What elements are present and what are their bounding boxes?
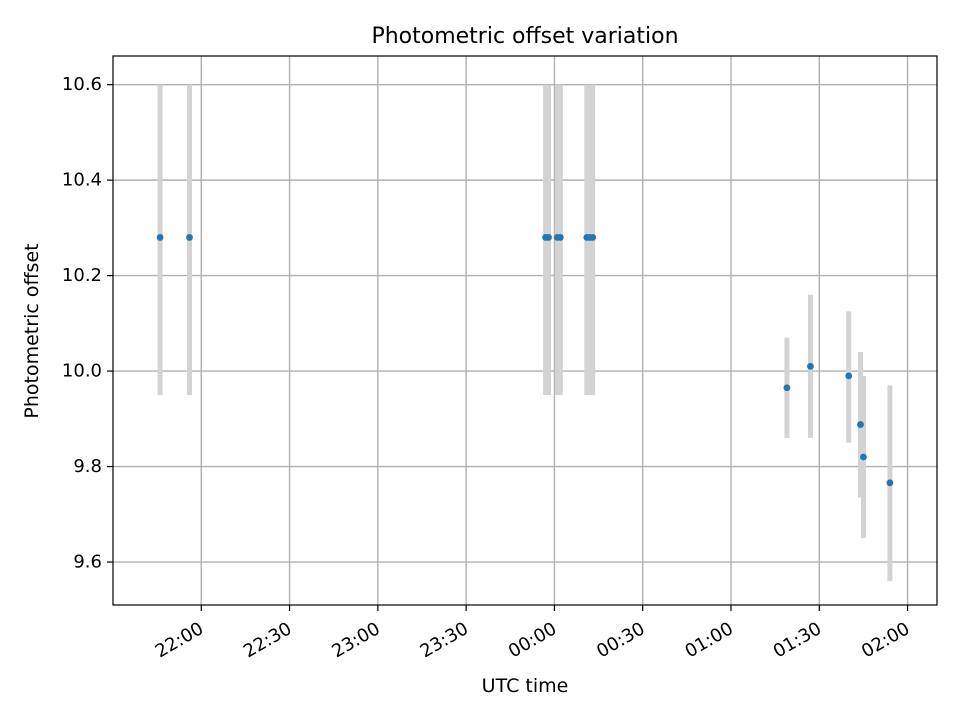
data-point <box>156 234 164 241</box>
plot-frame <box>112 55 938 606</box>
x-axis-title: UTC time <box>482 675 569 697</box>
data-point <box>807 362 814 370</box>
data-point <box>556 234 564 241</box>
data-point <box>886 479 894 487</box>
data-point <box>860 453 867 461</box>
data-point <box>783 384 791 392</box>
y-tick-label: 10.2 <box>62 265 102 286</box>
y-tick-label: 10.0 <box>62 361 102 382</box>
data-point <box>589 234 597 241</box>
marker-layer <box>156 234 894 487</box>
data-point <box>857 421 864 428</box>
grid-layer <box>113 56 937 605</box>
data-point <box>186 234 193 241</box>
y-tick-label: 9.8 <box>73 456 102 477</box>
data-point <box>545 234 552 241</box>
y-tick-label: 9.6 <box>73 552 102 573</box>
chart-title: Photometric offset variation <box>371 24 678 49</box>
data-point <box>845 372 853 380</box>
y-tick-label: 10.4 <box>62 170 102 191</box>
y-axis-title: Photometric offset <box>21 243 43 418</box>
y-tick-label: 10.6 <box>62 74 102 95</box>
